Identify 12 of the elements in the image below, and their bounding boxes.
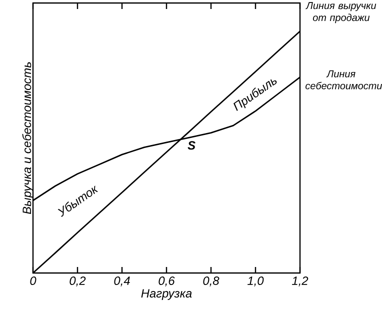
- x-tick-label: 0,4: [114, 276, 130, 286]
- y-axis-title: Выручка и себестоимость: [22, 62, 34, 214]
- legend-label: Линия выручки от продажи: [306, 2, 376, 24]
- x-tick-label: 0,6: [158, 276, 175, 286]
- x-tick-label: 1,0: [248, 276, 264, 286]
- x-axis-title: Нагрузка: [141, 289, 192, 300]
- x-tick-label: 0,8: [203, 276, 220, 286]
- x-tick-label: 0,2: [70, 276, 86, 286]
- annotation: S: [188, 141, 196, 150]
- series-label: Линия себестоимости: [306, 70, 382, 90]
- x-tick-label: 1,2: [292, 276, 308, 286]
- x-tick-label: 0: [30, 276, 36, 285]
